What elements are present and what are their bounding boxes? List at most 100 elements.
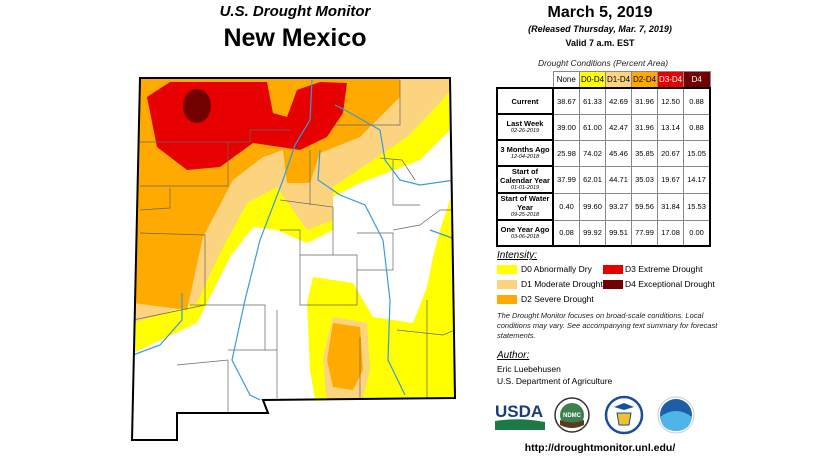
state-title: New Mexico — [223, 24, 367, 52]
usda-logo: USDA — [495, 402, 545, 430]
d4-region — [183, 89, 211, 123]
row-date: 09-25-2018 — [510, 212, 540, 218]
ndmc-logo: NDMC — [554, 397, 590, 433]
table-cell: 15.05 — [683, 139, 711, 167]
table-cell: 35.85 — [631, 139, 658, 167]
column-header-d4: D4 — [683, 71, 711, 89]
monitor-title: U.S. Drought Monitor — [219, 3, 371, 20]
table-row: Start of Calendar Year 01-01-2019 37.99 62.… — [496, 165, 711, 194]
table-cell: 0.88 — [683, 113, 711, 141]
row-label: Last Week 02-26-2019 — [496, 113, 554, 141]
legend-label-d2: D2 Severe Drought — [521, 294, 594, 304]
website-url[interactable]: http://droughtmonitor.unl.edu/ — [524, 442, 676, 454]
table-cell: 61.33 — [579, 87, 606, 115]
table-cell: 31.96 — [631, 87, 658, 115]
table-cell: 19.67 — [657, 165, 684, 194]
table-cell: 99.60 — [579, 192, 606, 221]
table-row: Start of Water Year 09-25-2018 0.40 99.60 93… — [496, 192, 711, 221]
table-cell: 42.69 — [605, 87, 632, 115]
table-cell: 59.56 — [631, 192, 658, 221]
valid-time: Valid 7 a.m. EST — [565, 38, 635, 48]
row-label: Start of Water Year 09-25-2018 — [496, 192, 554, 221]
table-cell: 74.02 — [579, 139, 606, 167]
drought-map — [130, 77, 457, 441]
row-date: 02-26-2019 — [510, 128, 540, 134]
row-label: Current — [496, 87, 554, 115]
table-row: One Year Ago 03-06-2018 0.08 99.92 99.51 77.9… — [496, 219, 711, 247]
row-date: 03-06-2018 — [510, 234, 540, 240]
county-lines — [132, 80, 455, 413]
empty-header — [497, 72, 553, 89]
table-cell: 44.71 — [605, 165, 632, 194]
row-label-text: 3 Months Ago — [500, 145, 550, 154]
row-label-text: Start of Water Year — [500, 194, 550, 212]
legend-swatch-d1 — [497, 280, 517, 289]
author-name: Eric Luebehusen — [497, 364, 561, 374]
table-cell: 0.88 — [683, 87, 711, 115]
column-header-d1-d4: D1-D4 — [605, 71, 632, 89]
legend-title: Intensity: — [497, 250, 538, 261]
table-cell: 14.17 — [683, 165, 711, 194]
row-date: 12-04-2018 — [510, 154, 540, 160]
table-cell: 13.14 — [657, 113, 684, 141]
table-cell: 38.67 — [552, 87, 580, 115]
table-cell: 15.53 — [683, 192, 711, 221]
legend-swatch-d0 — [497, 265, 517, 274]
rio-grande — [231, 79, 313, 401]
table-cell: 93.27 — [605, 192, 632, 221]
drought-conditions-table: None D0-D4 D1-D4 D2-D4 D3-D4 D4 Current 38.67 6… — [496, 71, 711, 247]
table-cell: 99.51 — [605, 219, 632, 247]
creek — [429, 229, 453, 239]
table-row: Current 38.67 61.33 42.69 31.96 12.50 0.88 — [496, 87, 711, 115]
pecos-river — [317, 149, 406, 396]
table-cell: 45.46 — [605, 139, 632, 167]
table-cell: 35.03 — [631, 165, 658, 194]
legend-label-d0: D0 Abnormally Dry — [521, 264, 592, 274]
table-cell: 77.99 — [631, 219, 658, 247]
legend-swatch-d3 — [603, 265, 623, 274]
table-cell: 31.96 — [631, 113, 658, 141]
table-cell: 37.99 — [552, 165, 580, 194]
table-cell: 61.00 — [579, 113, 606, 141]
table-cell: 62.01 — [579, 165, 606, 194]
svg-text:USDA: USDA — [495, 402, 543, 421]
row-label: Start of Calendar Year 01-01-2019 — [496, 165, 554, 194]
row-label: One Year Ago 03-06-2018 — [496, 219, 554, 247]
commerce-logo — [604, 395, 644, 435]
state-outline — [130, 77, 457, 441]
author-org: U.S. Department of Agriculture — [497, 376, 613, 386]
table-cell: 42.47 — [605, 113, 632, 141]
author-title: Author: — [497, 350, 530, 361]
legend-label-d3: D3 Extreme Drought — [625, 264, 703, 274]
row-label-text: Current — [511, 96, 539, 106]
table-row: Last Week 02-26-2019 39.00 61.00 42.47 31.96 1… — [496, 113, 711, 141]
table-cell: 0.00 — [683, 219, 711, 247]
table-cell: 20.67 — [657, 139, 684, 167]
table-caption: Drought Conditions (Percent Area) — [537, 58, 669, 68]
release-date: (Released Thursday, Mar. 7, 2019) — [528, 24, 672, 34]
gila-river — [132, 293, 183, 356]
column-header-d2-d4: D2-D4 — [631, 71, 658, 89]
legend-swatch-d4 — [603, 280, 623, 289]
row-date: 01-01-2019 — [510, 185, 540, 191]
column-header-d3-d4: D3-D4 — [657, 71, 684, 89]
table-cell: 31.84 — [657, 192, 684, 221]
disclaimer-note: The Drought Monitor focuses on broad-sca… — [497, 311, 718, 340]
column-header-d0-d4: D0-D4 — [579, 71, 606, 89]
table-cell: 17.08 — [657, 219, 684, 247]
column-header-none: None — [552, 71, 580, 89]
table-cell: 12.50 — [657, 87, 684, 115]
row-label-text: Last Week — [506, 119, 544, 128]
partner-logos: USDA NDMC — [495, 395, 695, 435]
row-label-text: Start of Calendar Year — [500, 167, 550, 185]
d2-region-south — [327, 323, 363, 390]
table-cell: 0.40 — [552, 192, 580, 221]
legend-swatch-d2 — [497, 295, 517, 304]
legend-label-d4: D4 Exceptional Drought — [625, 279, 715, 289]
noaa-logo — [657, 396, 695, 434]
table-cell: 0.08 — [552, 219, 580, 247]
svg-text:NDMC: NDMC — [563, 413, 582, 419]
legend-label-d1: D1 Moderate Drought — [521, 279, 603, 289]
rivers — [132, 79, 455, 401]
